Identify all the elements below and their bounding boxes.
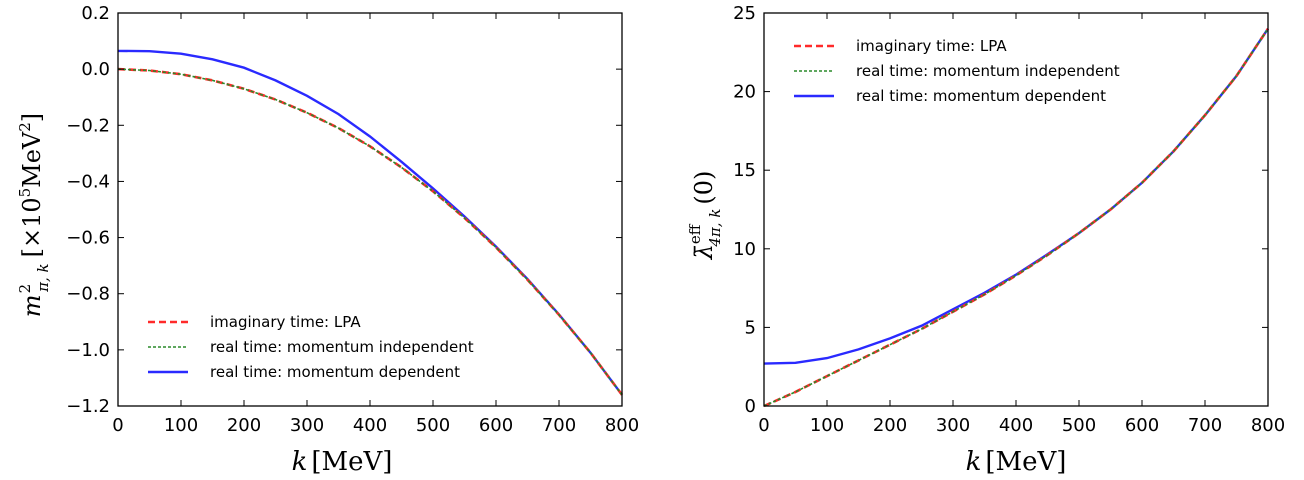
chart0-x-axis-label: k [MeV] [292,447,393,477]
x-tick-label: 500 [1062,415,1096,436]
x-tick-label: 700 [1188,415,1222,436]
chart-four-point-coupling: 0 100 200 300 400 500 600 700 800 0 5 10 15 20 25 imag… [686,3,1285,477]
y-tick-label: 20 [733,82,756,103]
y-tick-label: 0.0 [81,59,110,80]
y-tick-label: 10 [733,239,756,260]
legend-label-1: real time: momentum independent [856,62,1120,80]
series-line-1 [763,28,1269,407]
x-tick-label: 200 [227,415,261,436]
x-tick-label: 500 [416,415,450,436]
series-line-0 [763,27,1270,408]
x-tick-label: 0 [758,415,769,436]
x-tick-label: 600 [479,415,513,436]
chart1-x-axis-label: k [MeV] [966,447,1067,477]
y-tick-label: 15 [733,160,756,181]
x-tick-label: 0 [112,415,123,436]
x-tick-label: 300 [936,415,970,436]
y-tick-label: −0.4 [66,171,110,192]
chart-pion-mass: 0 100 200 300 400 500 600 700 800 −1.2 −1.0 −0.8 −0.… [16,3,639,477]
y-tick-label: −1.2 [66,396,110,417]
chart1-lines [763,27,1270,408]
y-tick-label: −0.6 [66,228,110,249]
chart1-ticks: 0 100 200 300 400 500 600 700 800 0 5 10 15 20 25 [733,3,1285,436]
y-tick-label: 0 [745,396,756,417]
y-tick-label: −1.0 [66,340,110,361]
x-tick-label: 300 [290,415,324,436]
y-tick-label: −0.8 [66,284,110,305]
x-tick-label: 800 [605,415,639,436]
x-tick-label: 700 [542,415,576,436]
legend-label-2: real time: momentum dependent [210,363,460,381]
x-tick-label: 400 [999,415,1033,436]
legend-label-0: imaginary time: LPA [856,37,1007,55]
chart1-y-axis-label: λ̄eff 4π, k(0) [686,171,724,261]
chart0-y-axis-label: m2π, k[×105MeV2] [16,113,52,317]
x-tick-label: 100 [810,415,844,436]
chart1-legend: imaginary time: LPA real time: momentum i… [794,37,1120,105]
legend-label-2: real time: momentum dependent [856,87,1106,105]
y-tick-label: −0.2 [66,115,110,136]
y-tick-label: 25 [733,3,756,24]
x-tick-label: 200 [873,415,907,436]
legend-label-1: real time: momentum independent [210,338,474,356]
chart0-ticks: 0 100 200 300 400 500 600 700 800 −1.2 −1.0 −0.8 −0.… [66,3,639,436]
x-tick-label: 100 [164,415,198,436]
legend-label-0: imaginary time: LPA [210,313,361,331]
x-tick-label: 600 [1125,415,1159,436]
series-line-1 [117,68,623,396]
y-tick-label: 5 [745,317,756,338]
x-tick-label: 800 [1251,415,1285,436]
chart0-lines [117,49,624,396]
x-tick-label: 400 [353,415,387,436]
chart0-legend: imaginary time: LPA real time: momentum i… [148,313,474,381]
y-tick-label: 0.2 [81,3,110,24]
